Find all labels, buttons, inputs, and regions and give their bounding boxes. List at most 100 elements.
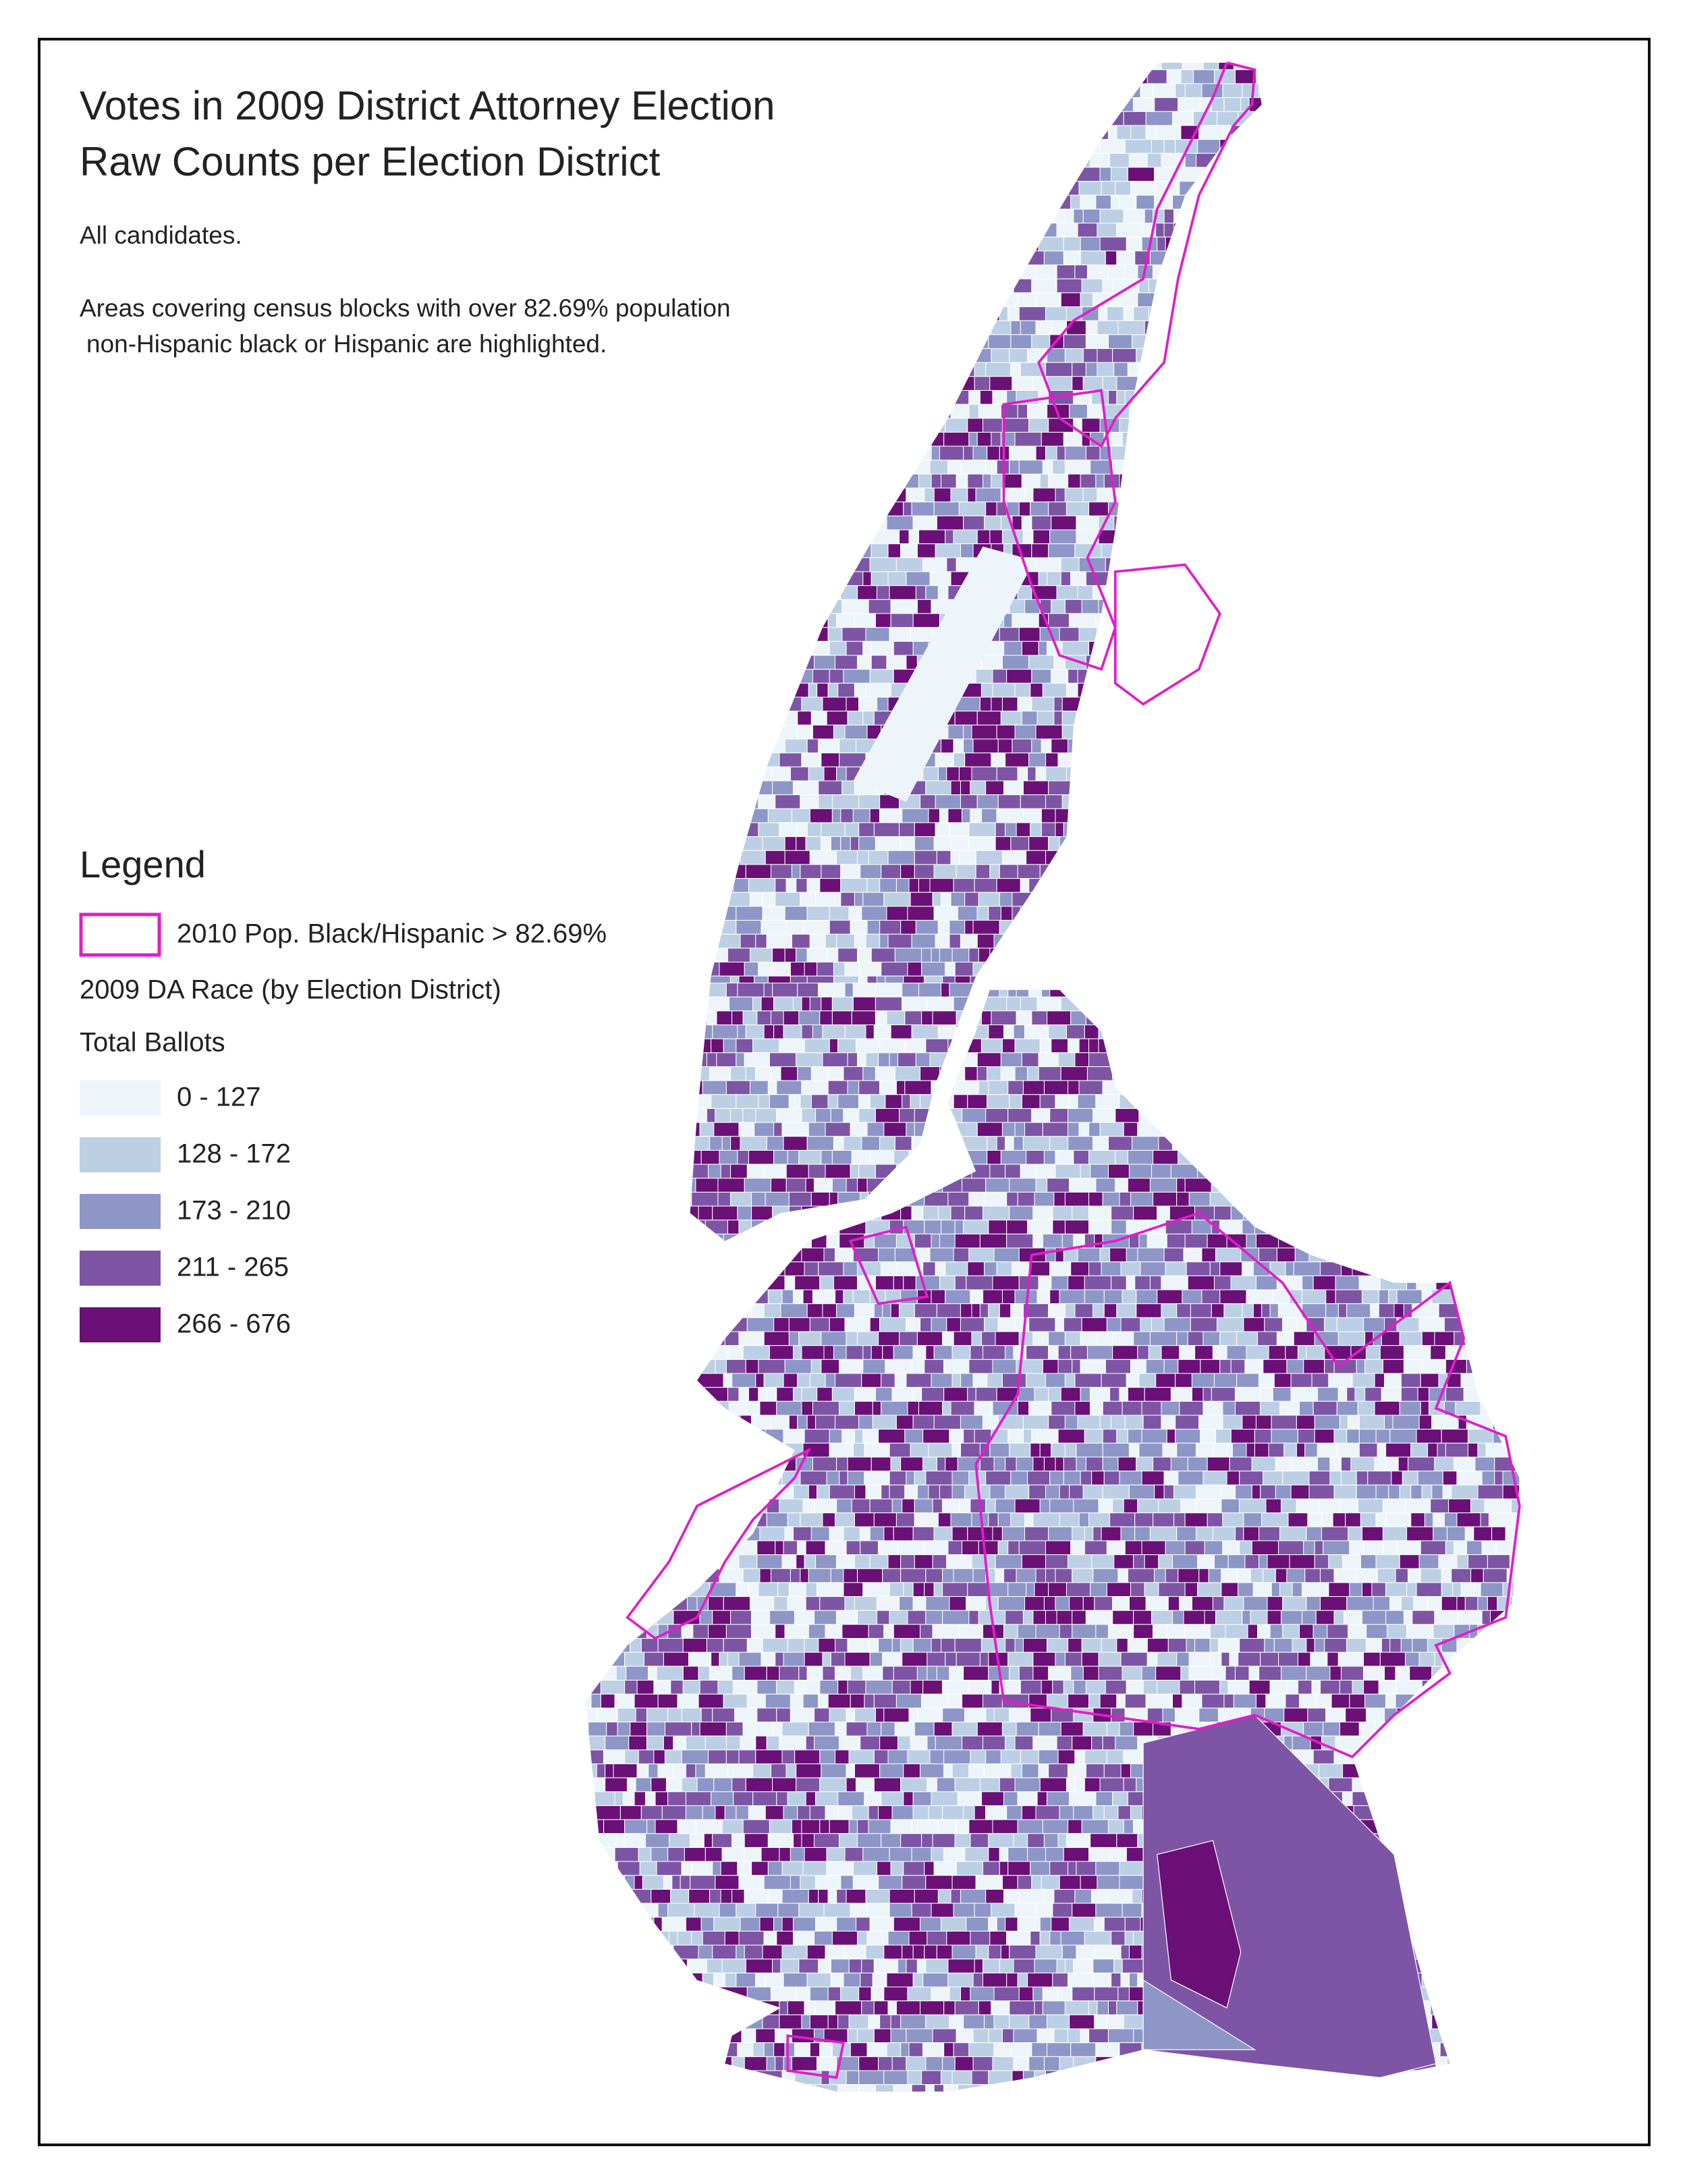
- district: [788, 1415, 798, 1430]
- district: [840, 836, 851, 851]
- district: [963, 445, 974, 461]
- district: [1232, 1442, 1247, 1458]
- district: [960, 780, 971, 796]
- district: [1035, 292, 1061, 308]
- district: [875, 1275, 894, 1290]
- district: [946, 766, 960, 782]
- district: [992, 669, 1007, 684]
- district: [1020, 878, 1030, 893]
- district: [827, 613, 837, 628]
- district: [951, 1471, 970, 1485]
- district: [1051, 515, 1077, 530]
- district: [911, 1205, 924, 1221]
- district: [1048, 1331, 1066, 1346]
- district: [852, 1442, 865, 1458]
- district: [983, 1205, 1010, 1221]
- district: [822, 1024, 846, 1039]
- district: [988, 906, 1001, 921]
- district: [788, 1094, 801, 1109]
- district: [988, 1080, 1009, 1095]
- district: [979, 1456, 995, 1472]
- district: [727, 1387, 740, 1402]
- district: [769, 1052, 797, 1068]
- district: [967, 418, 984, 433]
- district: [983, 473, 992, 489]
- district: [1117, 320, 1145, 335]
- district: [818, 983, 846, 998]
- district: [740, 933, 756, 949]
- district: [846, 1178, 858, 1193]
- district: [1064, 445, 1086, 461]
- district: [862, 1359, 886, 1374]
- district: [1127, 1387, 1145, 1402]
- district: [1149, 1178, 1178, 1193]
- district: [999, 864, 1018, 879]
- district: [945, 1261, 968, 1276]
- district: [862, 1429, 879, 1444]
- district: [794, 1275, 821, 1290]
- district: [829, 669, 844, 684]
- district: [1103, 1471, 1120, 1485]
- district: [914, 822, 936, 838]
- district: [1057, 1345, 1072, 1360]
- district: [899, 1303, 915, 1318]
- district: [1153, 1149, 1179, 1165]
- district: [1170, 1164, 1198, 1179]
- district: [1255, 1275, 1277, 1290]
- district: [1043, 1149, 1056, 1165]
- district: [1116, 223, 1142, 238]
- district: [903, 501, 912, 516]
- district: [1031, 669, 1052, 684]
- district: [903, 1275, 916, 1290]
- district: [933, 1345, 953, 1360]
- district: [999, 892, 1013, 907]
- district: [1219, 1359, 1232, 1374]
- district: [1127, 1429, 1142, 1444]
- district: [1039, 473, 1049, 489]
- district: [1403, 1359, 1422, 1374]
- district: [1028, 1317, 1056, 1332]
- district: [1221, 1484, 1236, 1500]
- district: [1101, 1261, 1122, 1276]
- district: [869, 1317, 881, 1332]
- district: [1170, 1387, 1192, 1402]
- district: [945, 962, 956, 977]
- district: [1384, 1373, 1402, 1388]
- district: [1063, 334, 1086, 350]
- district: [1031, 697, 1055, 712]
- district: [1080, 236, 1101, 252]
- district: [897, 1052, 916, 1068]
- district: [1076, 1456, 1086, 1472]
- district: [988, 1024, 1005, 1039]
- district: [1012, 1261, 1030, 1276]
- district: [1080, 1359, 1106, 1374]
- district: [865, 1052, 879, 1068]
- district: [815, 1108, 831, 1123]
- district: [797, 822, 808, 838]
- district: [1454, 1456, 1476, 1472]
- district: [1140, 1317, 1153, 1332]
- district: [797, 1066, 812, 1081]
- district: [929, 460, 949, 474]
- district: [1234, 1387, 1261, 1402]
- district: [1176, 1191, 1190, 1207]
- district: [846, 697, 860, 712]
- district: [809, 808, 833, 823]
- district: [870, 640, 894, 656]
- district: [1467, 1429, 1494, 1444]
- district: [933, 836, 951, 851]
- district: [1456, 1471, 1483, 1485]
- district: [950, 1205, 966, 1221]
- district: [958, 766, 972, 782]
- district: [936, 1303, 961, 1318]
- district: [922, 1261, 936, 1276]
- district: [900, 836, 915, 851]
- district: [881, 1261, 897, 1276]
- district: [1155, 1373, 1176, 1388]
- district: [1061, 640, 1090, 656]
- district: [837, 948, 858, 963]
- district: [875, 1387, 893, 1402]
- district: [1364, 1359, 1383, 1374]
- district: [954, 1233, 980, 1249]
- district: [850, 920, 868, 935]
